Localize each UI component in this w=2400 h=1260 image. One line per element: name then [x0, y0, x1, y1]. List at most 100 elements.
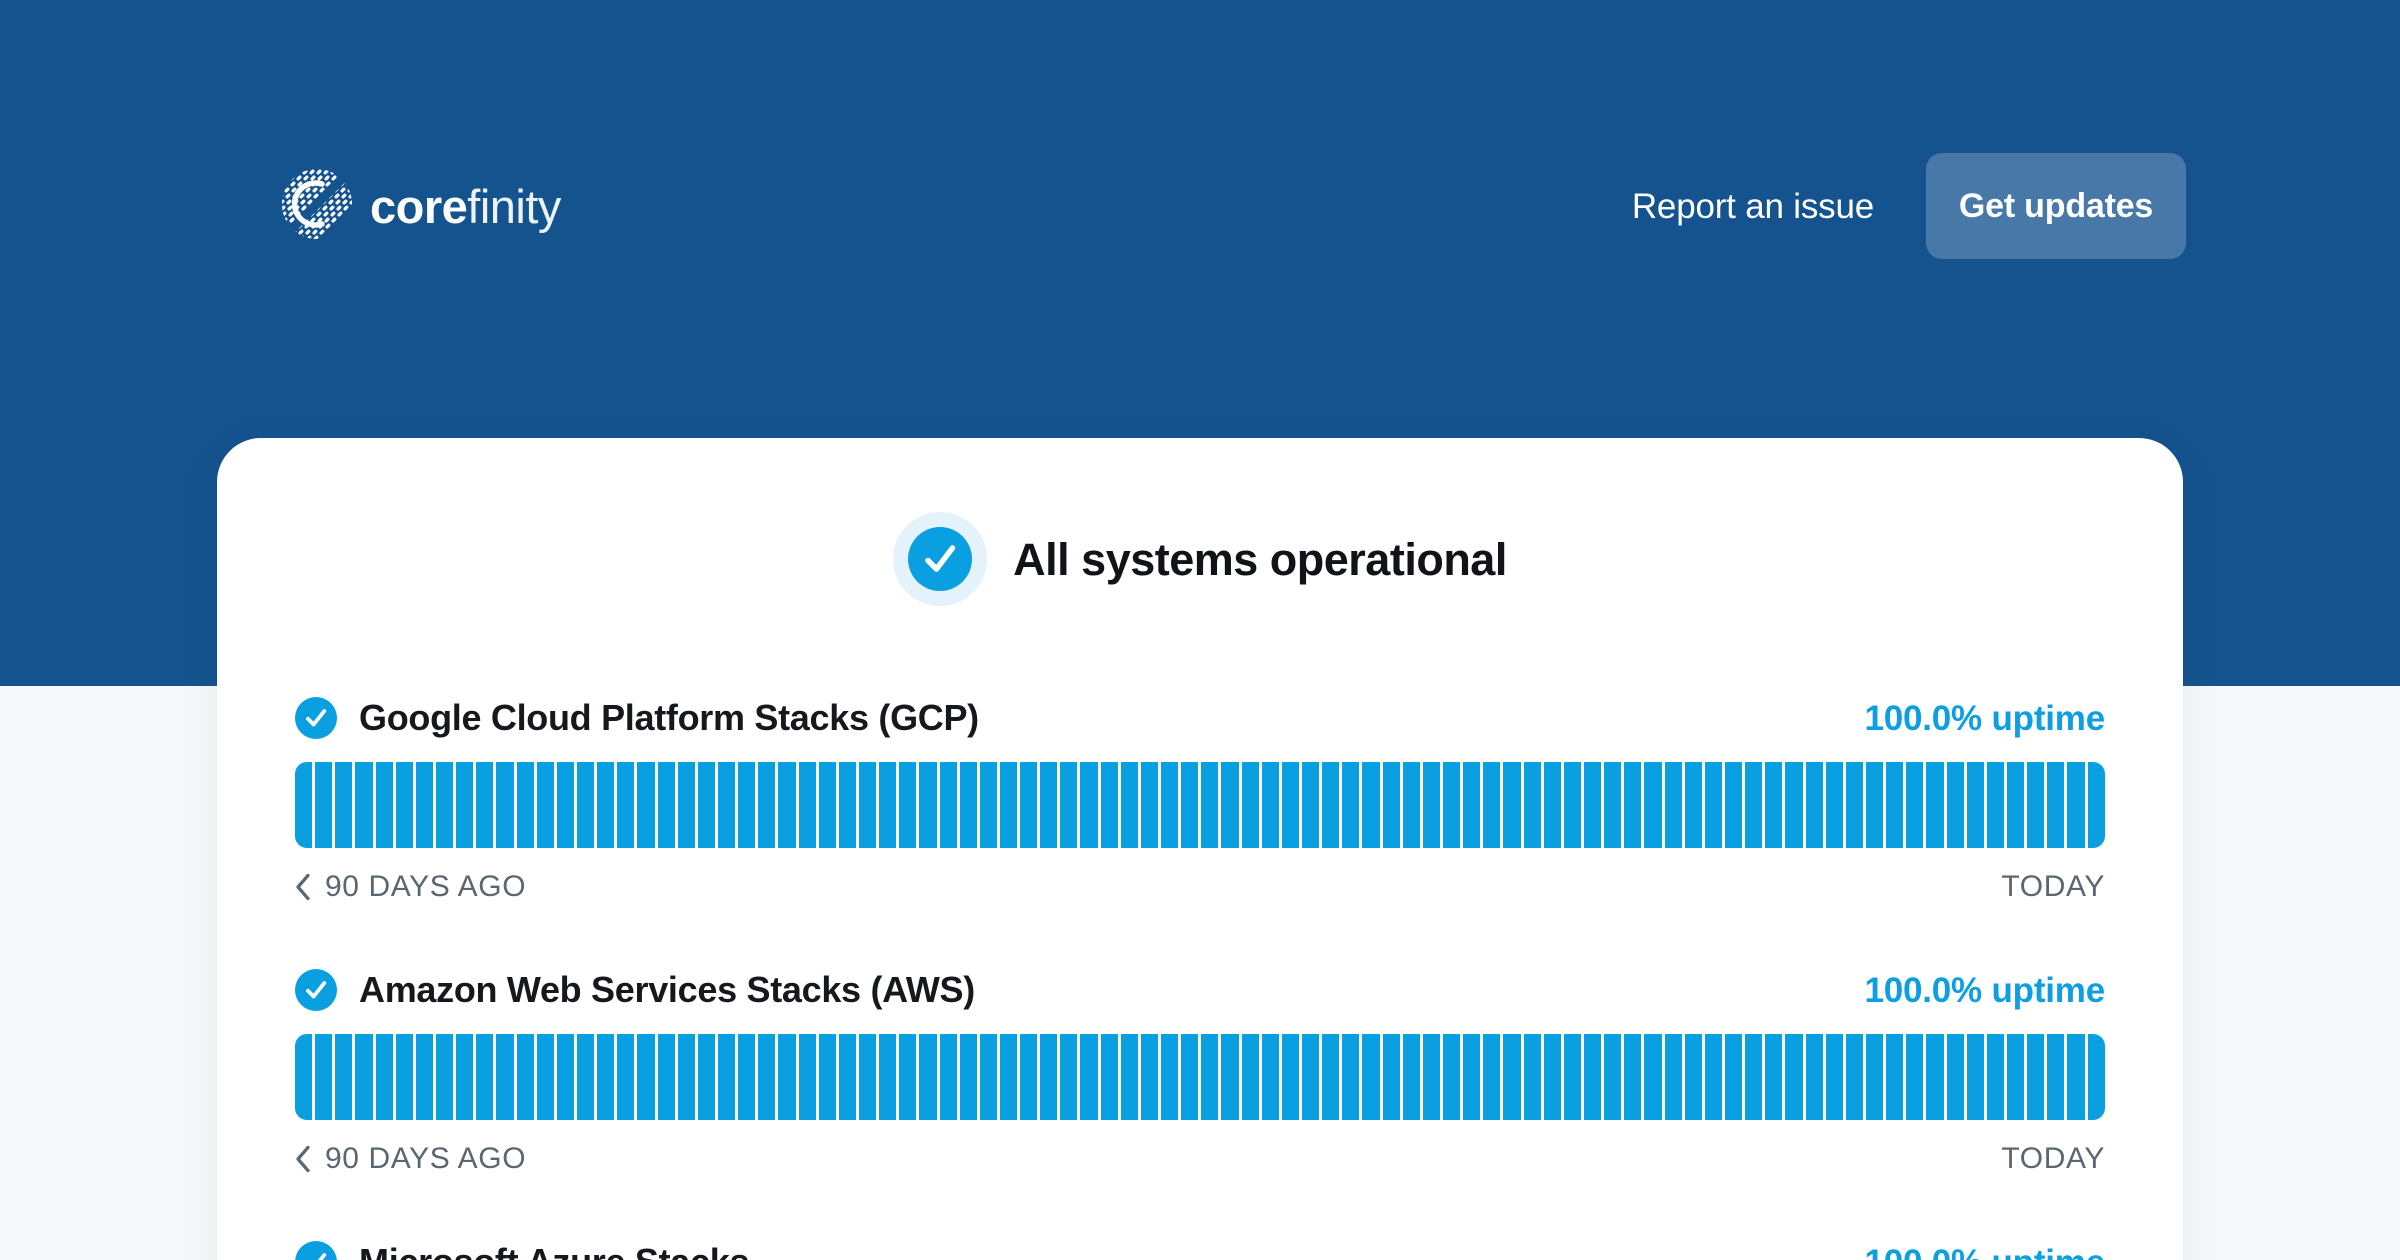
uptime-day-bar[interactable]: [1100, 762, 1118, 848]
uptime-day-bar[interactable]: [798, 762, 816, 848]
uptime-day-bar[interactable]: [1120, 1034, 1138, 1120]
uptime-day-bar[interactable]: [657, 762, 675, 848]
uptime-day-bar[interactable]: [1161, 762, 1179, 848]
uptime-day-bar[interactable]: [617, 762, 635, 848]
uptime-day-bar[interactable]: [355, 1034, 373, 1120]
uptime-day-bar[interactable]: [1886, 1034, 1904, 1120]
uptime-day-bar[interactable]: [2006, 1034, 2025, 1120]
uptime-day-bar[interactable]: [1543, 762, 1561, 848]
uptime-day-bar[interactable]: [899, 762, 917, 848]
uptime-day-bar[interactable]: [1040, 762, 1058, 848]
uptime-day-bar[interactable]: [576, 1034, 595, 1120]
uptime-day-bar[interactable]: [395, 1034, 413, 1120]
uptime-day-bar[interactable]: [1684, 762, 1702, 848]
uptime-day-bar[interactable]: [1382, 762, 1400, 848]
uptime-day-bar[interactable]: [1382, 1034, 1400, 1120]
uptime-day-bar[interactable]: [1604, 762, 1622, 848]
uptime-day-bar[interactable]: [758, 762, 776, 848]
uptime-day-bar[interactable]: [496, 762, 514, 848]
uptime-day-bar[interactable]: [979, 1034, 997, 1120]
uptime-day-bar[interactable]: [335, 762, 353, 848]
uptime-day-bar[interactable]: [1986, 762, 2004, 848]
uptime-day-bar[interactable]: [798, 1034, 816, 1120]
uptime-day-bar[interactable]: [899, 1034, 917, 1120]
uptime-day-bar[interactable]: [496, 1034, 514, 1120]
uptime-day-bar[interactable]: [879, 1034, 897, 1120]
uptime-day-bar[interactable]: [1704, 762, 1722, 848]
uptime-day-bar[interactable]: [1724, 762, 1743, 848]
uptime-day-bar[interactable]: [657, 1034, 675, 1120]
uptime-day-bar[interactable]: [1342, 762, 1360, 848]
uptime-day-bar[interactable]: [1765, 1034, 1783, 1120]
uptime-day-bar[interactable]: [1362, 762, 1380, 848]
uptime-day-bar[interactable]: [1926, 1034, 1944, 1120]
uptime-day-bar[interactable]: [1584, 1034, 1602, 1120]
uptime-day-bar[interactable]: [1483, 762, 1501, 848]
uptime-day-bar[interactable]: [2006, 762, 2025, 848]
uptime-day-bar[interactable]: [1221, 762, 1239, 848]
uptime-day-bar[interactable]: [1805, 1034, 1823, 1120]
uptime-day-bar[interactable]: [1060, 762, 1078, 848]
uptime-day-bar[interactable]: [1906, 762, 1924, 848]
uptime-day-bar[interactable]: [1966, 762, 1984, 848]
uptime-day-bar[interactable]: [355, 762, 373, 848]
uptime-day-bar[interactable]: [456, 762, 474, 848]
timeline-back-control[interactable]: 90 DAYS AGO: [295, 870, 526, 904]
uptime-day-bar[interactable]: [1443, 762, 1461, 848]
uptime-day-bar[interactable]: [1845, 1034, 1863, 1120]
uptime-day-bar[interactable]: [717, 1034, 736, 1120]
uptime-day-bar[interactable]: [2047, 1034, 2065, 1120]
uptime-day-bar[interactable]: [395, 762, 413, 848]
uptime-day-bar[interactable]: [536, 1034, 554, 1120]
uptime-day-bar[interactable]: [597, 762, 615, 848]
uptime-day-bar[interactable]: [1402, 762, 1420, 848]
uptime-day-bar[interactable]: [637, 762, 655, 848]
uptime-day-bar[interactable]: [717, 762, 736, 848]
uptime-day-bar[interactable]: [456, 1034, 474, 1120]
uptime-day-bar[interactable]: [1825, 762, 1843, 848]
uptime-day-bar[interactable]: [677, 1034, 695, 1120]
uptime-day-bar[interactable]: [1926, 762, 1944, 848]
get-updates-button[interactable]: Get updates: [1926, 153, 2186, 259]
uptime-day-bar[interactable]: [697, 1034, 715, 1120]
uptime-day-bar[interactable]: [1020, 762, 1038, 848]
uptime-day-bar[interactable]: [1100, 1034, 1118, 1120]
uptime-day-bar[interactable]: [536, 762, 554, 848]
uptime-day-bar[interactable]: [1241, 762, 1259, 848]
uptime-day-bar[interactable]: [415, 762, 433, 848]
uptime-day-bar[interactable]: [1604, 1034, 1622, 1120]
uptime-day-bar[interactable]: [1281, 1034, 1300, 1120]
uptime-day-bar[interactable]: [677, 762, 695, 848]
uptime-day-bar[interactable]: [818, 1034, 836, 1120]
uptime-day-bar[interactable]: [335, 1034, 353, 1120]
uptime-day-bar[interactable]: [919, 1034, 937, 1120]
uptime-day-bar[interactable]: [1463, 762, 1481, 848]
uptime-day-bar[interactable]: [1584, 762, 1602, 848]
uptime-day-bar[interactable]: [295, 1034, 313, 1120]
uptime-day-bar[interactable]: [1946, 1034, 1964, 1120]
uptime-day-bar[interactable]: [1704, 1034, 1722, 1120]
uptime-day-bar[interactable]: [1845, 762, 1863, 848]
uptime-day-bar[interactable]: [435, 762, 454, 848]
uptime-day-bar[interactable]: [597, 1034, 615, 1120]
uptime-day-bar[interactable]: [1342, 1034, 1360, 1120]
uptime-day-bar[interactable]: [838, 762, 856, 848]
uptime-day-bar[interactable]: [1422, 762, 1441, 848]
uptime-day-bar[interactable]: [1422, 1034, 1441, 1120]
uptime-day-bar[interactable]: [1865, 1034, 1884, 1120]
uptime-day-bar[interactable]: [1745, 762, 1763, 848]
uptime-day-bar[interactable]: [1986, 1034, 2004, 1120]
report-an-issue-link[interactable]: Report an issue: [1631, 186, 1874, 226]
uptime-day-bar[interactable]: [1201, 1034, 1219, 1120]
uptime-day-bar[interactable]: [838, 1034, 856, 1120]
uptime-day-bar[interactable]: [1140, 1034, 1159, 1120]
uptime-day-bar[interactable]: [2047, 762, 2065, 848]
uptime-day-bar[interactable]: [1664, 762, 1682, 848]
uptime-day-bar[interactable]: [1503, 1034, 1521, 1120]
uptime-day-bar[interactable]: [1724, 1034, 1743, 1120]
uptime-day-bar[interactable]: [1281, 762, 1300, 848]
uptime-day-bar[interactable]: [1765, 762, 1783, 848]
uptime-day-bar[interactable]: [1261, 762, 1279, 848]
uptime-day-bar[interactable]: [1181, 762, 1199, 848]
uptime-day-bar[interactable]: [1825, 1034, 1843, 1120]
